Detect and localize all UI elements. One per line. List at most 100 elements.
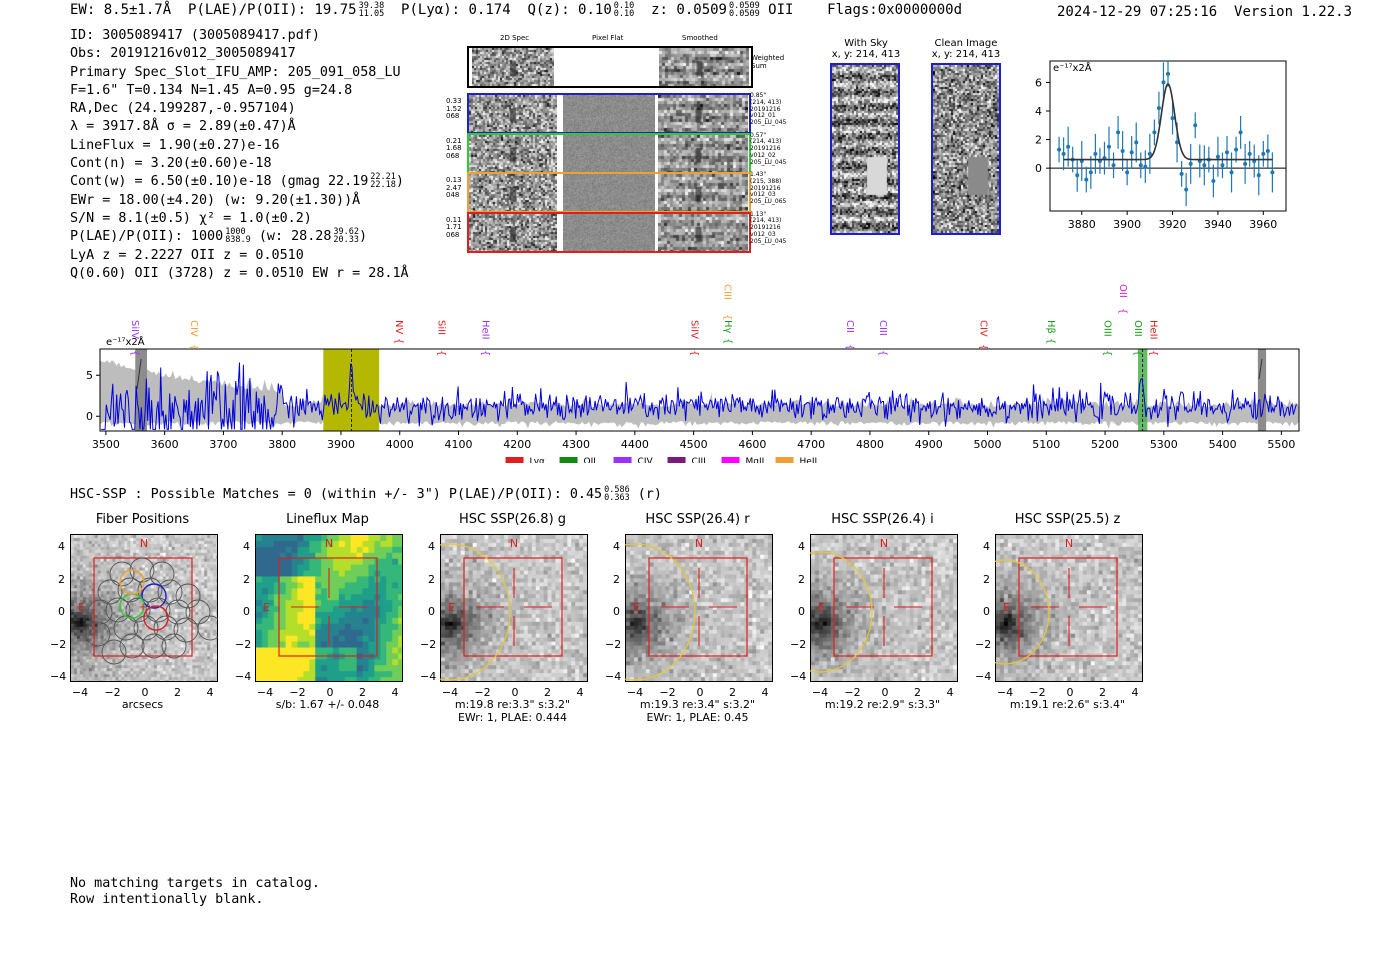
cutout-pixel-flat	[563, 174, 655, 211]
data-point	[1111, 163, 1116, 168]
legend-label: MgII	[746, 457, 765, 463]
cutout-pixel-flat	[563, 134, 655, 172]
fiber-circle	[141, 633, 167, 659]
aperture-box	[648, 557, 748, 657]
info-primary: Primary Spec_Slot_IFU_AMP: 205_091_058_L…	[70, 64, 401, 80]
xtick-label: 5500	[1267, 438, 1295, 451]
col-title-smoothed: Smoothed	[682, 34, 718, 42]
xtick-label: 3600	[151, 438, 179, 451]
data-point	[1202, 163, 1207, 168]
hsc-xtick: 4	[761, 686, 769, 699]
fiber-circle	[85, 621, 111, 647]
target-marker: +	[139, 602, 147, 613]
line-marker-text: SiII	[436, 320, 447, 335]
hsc-xtick: −4	[441, 686, 459, 699]
hsc-ytick: 0	[243, 605, 250, 618]
hsc-panel-image	[255, 534, 403, 682]
cutout-row-left-stats: 0.21 1.68 068	[446, 136, 462, 160]
line-marker-text: CIII	[721, 284, 732, 300]
hsc-panel-sub: EWr: 1, PLAE: 0.444	[457, 711, 568, 724]
data-point	[1125, 170, 1130, 175]
hsc-panel-overlay: NE	[625, 537, 748, 681]
xtick-label: 4800	[856, 438, 884, 451]
line-marker-brace: {	[721, 314, 732, 320]
data-point	[1184, 187, 1189, 192]
hsc-xtick: −2	[289, 686, 306, 699]
legend-swatch	[559, 457, 578, 463]
hsc-ytick: 0	[428, 605, 435, 618]
line-marker-text: CII	[844, 320, 855, 333]
full-spectrum-chart: 0 5 e⁻¹⁷x2Å 3500 3600 3700 3800 3900 4000 4100 420…	[86, 284, 1300, 463]
line-marker-text: CIII	[877, 320, 888, 336]
cutout-separator	[655, 134, 658, 172]
fiber-circle	[133, 615, 159, 641]
hsc-panel-overlay: NE	[810, 537, 933, 673]
data-point	[1256, 173, 1261, 178]
line-marker-label: CIII {	[877, 320, 888, 356]
plot-frame	[99, 348, 1300, 432]
fiber-circle	[175, 583, 201, 609]
hsc-panel-title: HSC SSP(26.4) r	[645, 512, 750, 527]
spectral-cutouts: 2D Spec Pixel Flat Smoothed Weighted Sum …	[440, 33, 790, 255]
cutout-separator	[655, 95, 658, 132]
data-point	[1093, 151, 1098, 156]
info-ewr: EWr = 18.00(±4.20) (w: 9.20(±1.30))Å	[70, 192, 361, 208]
line-marker-brace: {	[129, 350, 140, 356]
data-point	[1175, 140, 1180, 145]
line-marker-brace: {	[1132, 350, 1143, 356]
line-marker-brace: {	[436, 350, 447, 356]
hsc-ytick: 2	[243, 572, 250, 586]
aperture-box	[463, 557, 563, 657]
hsc-panel: HSC SSP(26.8) g N E 4 2 0 −2 −4 −4 −2 0 2 4 m:19.8 re…	[420, 512, 605, 727]
data-point	[1116, 130, 1121, 135]
north-label: N	[325, 537, 333, 550]
xtick-label: 5400	[1209, 438, 1237, 451]
xtick-label: 5200	[1091, 438, 1119, 451]
cutout-pixel-flat	[563, 213, 655, 251]
line-marker-label: CIII {	[721, 284, 732, 320]
weighted-sum-label: Weighted Sum	[751, 54, 785, 70]
cutout-row: 0.11 1.71 068 1.13" (214, 413) 20191216 v012_…	[440, 211, 790, 253]
info-lambda: λ = 3917.8Å σ = 2.89(±0.47)Å	[70, 119, 296, 135]
ytick-label: 0	[86, 410, 93, 423]
info-obs: Obs: 20191216v012_3005089417	[70, 46, 296, 62]
line-marker-brace: {	[844, 344, 855, 350]
line-marker-label: HeII {	[1147, 320, 1158, 356]
legend-swatch	[775, 457, 794, 463]
legend-label: HeII	[800, 457, 818, 463]
hsc-panel: Lineflux Map N E 4 2 0 −2 −4 −4 −2 0 2 4 s/b: 1.67 +/…	[235, 512, 420, 727]
line-marker-text: Hβ	[1045, 320, 1056, 334]
xtick-label: 3800	[268, 438, 296, 451]
hsc-ytick: 0	[58, 605, 65, 618]
data-point	[1170, 116, 1175, 121]
xtick-label: 3700	[209, 438, 237, 451]
noise-envelope	[100, 360, 1299, 429]
data-point	[1179, 171, 1184, 176]
hsc-ytick: −2	[975, 637, 992, 651]
legend-label: CIV	[638, 457, 654, 463]
cutout-row-left-stats: 0.33 1.52 068	[446, 97, 462, 121]
east-label: E	[818, 601, 825, 614]
cutout-smoothed	[658, 134, 748, 172]
legend-label: Lyα	[530, 457, 546, 463]
data-point	[1075, 173, 1080, 178]
hsc-panel-title: HSC SSP(26.4) i	[831, 512, 934, 527]
data-point	[1270, 170, 1275, 175]
info-id: ID: 3005089417 (3005089417.pdf)	[70, 28, 320, 43]
info-radec: RA,Dec (24.199287,-0.957104)	[70, 101, 296, 117]
data-point	[1120, 149, 1125, 153]
hsc-xtick: 4	[946, 686, 954, 699]
xtick-label: 3920	[1159, 218, 1187, 231]
hsc-ytick: 4	[613, 540, 620, 553]
aperture-box	[1018, 557, 1118, 657]
cutout-row-right-info: 0.85" (214, 413) 20191216 v012_01 205_LU_045	[750, 92, 787, 127]
hsc-ytick: −2	[420, 637, 437, 651]
data-point	[1234, 147, 1239, 152]
line-marker-brace: {	[393, 338, 404, 344]
y-unit-label: e⁻¹⁷x2Å	[106, 335, 145, 348]
info-sn: S/N = 8.1(±0.5) χ² = 1.0(±0.2)	[70, 210, 312, 226]
fiber-circle	[137, 577, 163, 603]
north-label: N	[880, 537, 888, 550]
hsc-ytick: 0	[983, 605, 990, 618]
hsc-ytick: 4	[243, 540, 250, 553]
